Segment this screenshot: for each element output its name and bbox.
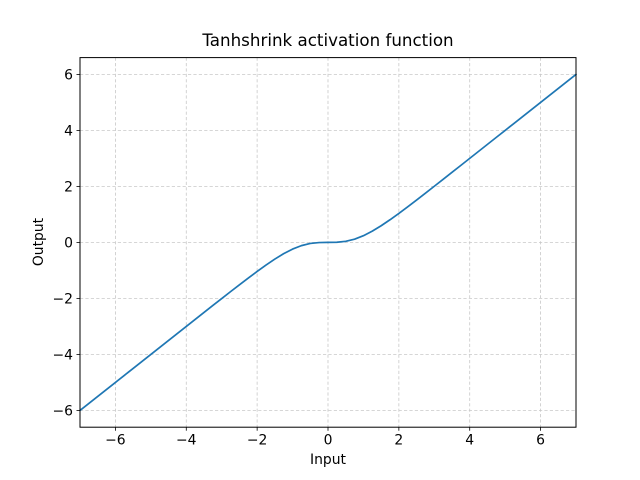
y-tick-label: 2	[64, 179, 73, 195]
x-tick-label: 4	[465, 433, 474, 449]
y-tick-label: 4	[64, 123, 73, 139]
x-tick-label: 0	[324, 433, 333, 449]
data-line-tanhshrink	[79, 73, 577, 412]
y-tick-label: 6	[64, 67, 73, 83]
x-tick-label: −2	[247, 433, 267, 449]
x-tick-label: −4	[176, 433, 197, 449]
x-tick-label: 6	[536, 433, 545, 449]
chart-title: Tanhshrink activation function	[202, 30, 454, 50]
y-tick-label: −4	[53, 347, 74, 363]
x-tick-label: 2	[394, 433, 403, 449]
x-tick-label: −6	[105, 433, 125, 449]
y-tick-label: −6	[53, 403, 73, 419]
x-axis-label: Input	[310, 452, 346, 468]
y-axis-label: Output	[31, 217, 47, 267]
y-tick-label: 0	[64, 235, 73, 251]
y-tick-label: −2	[53, 291, 73, 307]
